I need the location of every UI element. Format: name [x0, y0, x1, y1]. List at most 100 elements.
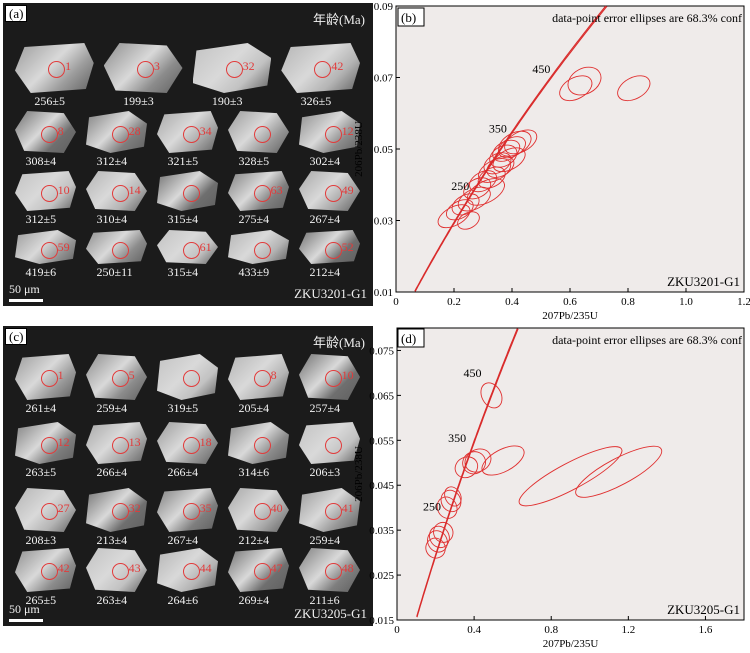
analysis-spot: [182, 370, 200, 388]
error-ellipse: [559, 75, 593, 102]
spot-number: 27: [57, 501, 70, 516]
cl-panel-c: (c) 年龄(Ma) 1 261±4 5 259±4 319±5 8 205±4 10 257±…: [3, 326, 373, 626]
analysis-spot: [182, 503, 200, 521]
zircon-grain: [228, 422, 289, 464]
error-ellipse: [440, 489, 462, 513]
grain-age: 257±4: [309, 401, 341, 415]
grain-age: 263±5: [25, 465, 57, 479]
sample-id: ZKU3205-G1: [294, 606, 367, 621]
spot-number: 32: [128, 501, 141, 516]
concordia-curve: [416, 328, 518, 617]
analysis-spot: [324, 185, 342, 202]
error-ellipse: [444, 486, 462, 507]
y-axis-label: 206Pb/238U: [353, 121, 365, 177]
zircon-grain: [228, 111, 289, 153]
zircon-grain: 61: [157, 230, 218, 264]
y-tick-label: 0.07: [374, 73, 394, 85]
spot-number: 52: [341, 239, 354, 254]
zircon-grain: 10: [299, 354, 360, 400]
analysis-spot: [253, 503, 271, 521]
zircon-grain: 34: [157, 111, 218, 153]
error-ellipse-note: data-point error ellipses are 68.3% conf: [552, 333, 742, 347]
grain-age: 312±4: [96, 154, 128, 168]
grain-age: 208±3: [25, 533, 57, 547]
analysis-spot: [182, 436, 200, 454]
zircon-grain: 18: [157, 422, 218, 464]
scale-bar: 50 μm: [9, 282, 43, 302]
x-tick-label: 0.6: [563, 296, 577, 308]
analysis-spot: [111, 563, 129, 581]
x-tick-label: 1.2: [737, 296, 750, 308]
grain-age: 190±3: [211, 94, 243, 108]
analysis-spot: [111, 125, 129, 143]
analysis-spot: [111, 503, 129, 521]
x-tick-label: 0.2: [447, 296, 461, 308]
spot-number: 47: [270, 561, 283, 576]
error-ellipse: [457, 186, 491, 212]
concordia-age-label: 250: [423, 499, 441, 513]
analysis-spot: [40, 503, 58, 521]
x-axis-label: 207Pb/235U: [542, 310, 598, 322]
error-ellipse: [427, 530, 448, 553]
x-tick-label: 0.8: [621, 296, 635, 308]
spot-number: 32: [242, 58, 255, 73]
zircon-grain: 1: [15, 43, 94, 93]
error-ellipse: [617, 75, 651, 102]
panel-label: (d): [401, 331, 416, 346]
zircon-grain: 44: [157, 548, 218, 592]
grain-age: 433±9: [238, 265, 270, 279]
x-tick-label: 0.4: [467, 624, 481, 636]
spot-number: 10: [341, 368, 354, 383]
error-ellipse: [481, 445, 525, 476]
y-tick-label: 0.015: [369, 615, 394, 627]
zircon-grain: [299, 422, 360, 464]
spot-number: 59: [57, 239, 70, 254]
spot-number: 48: [341, 561, 354, 576]
analysis-spot: [182, 563, 200, 581]
zircon-grain: 28: [86, 111, 147, 153]
zircon-grain: 32: [192, 43, 272, 93]
zircon-grain: 35: [157, 488, 218, 532]
zircon-grain: 40: [228, 488, 289, 532]
scale-bar: 50 μm: [9, 602, 43, 622]
analysis-spot: [253, 370, 271, 388]
spot-number: 34: [199, 123, 212, 138]
zircon-grain: 41: [299, 488, 360, 532]
error-ellipse: [492, 139, 521, 162]
grain-age: 328±5: [238, 154, 270, 168]
y-tick-label: 0.065: [369, 390, 394, 402]
analysis-spot: [40, 241, 58, 259]
spot-number: 28: [128, 123, 141, 138]
zircon-grain: 49: [299, 171, 360, 211]
error-ellipse: [492, 147, 526, 173]
analysis-spot: [111, 241, 129, 259]
x-tick-label: 1.2: [621, 624, 635, 636]
grain-age: 265±5: [25, 593, 57, 607]
concordia-age-label: 250: [451, 179, 469, 193]
analysis-spot: [324, 125, 342, 143]
concordia-age-label: 350: [489, 121, 507, 135]
y-axis-label: 206Pb/238U: [353, 446, 365, 502]
panel-label-box: [397, 7, 425, 27]
analysis-spot: [314, 60, 332, 78]
spot-number: 12: [57, 434, 70, 449]
spot-number: 44: [199, 561, 212, 576]
scale-label: 50 μm: [9, 282, 40, 296]
spot-number: 42: [57, 561, 70, 576]
spot-number: 1: [57, 368, 64, 383]
analysis-spot: [225, 60, 243, 78]
grain-age: 266±4: [167, 465, 199, 479]
zircon-grain: 14: [86, 171, 147, 211]
spot-number: 8: [57, 123, 64, 138]
zircon-grain: [228, 230, 289, 264]
error-ellipse: [445, 199, 474, 221]
plot-area: [396, 327, 745, 621]
spot-number: 43: [128, 561, 141, 576]
grain-age: 326±5: [300, 94, 332, 108]
grain-age: 212±4: [238, 533, 270, 547]
y-tick-label: 0.01: [374, 287, 393, 299]
grain-age: 315±4: [167, 265, 199, 279]
concordia-age-label: 450: [532, 62, 550, 76]
spot-number: 18: [199, 434, 212, 449]
plot-area: [395, 5, 745, 293]
